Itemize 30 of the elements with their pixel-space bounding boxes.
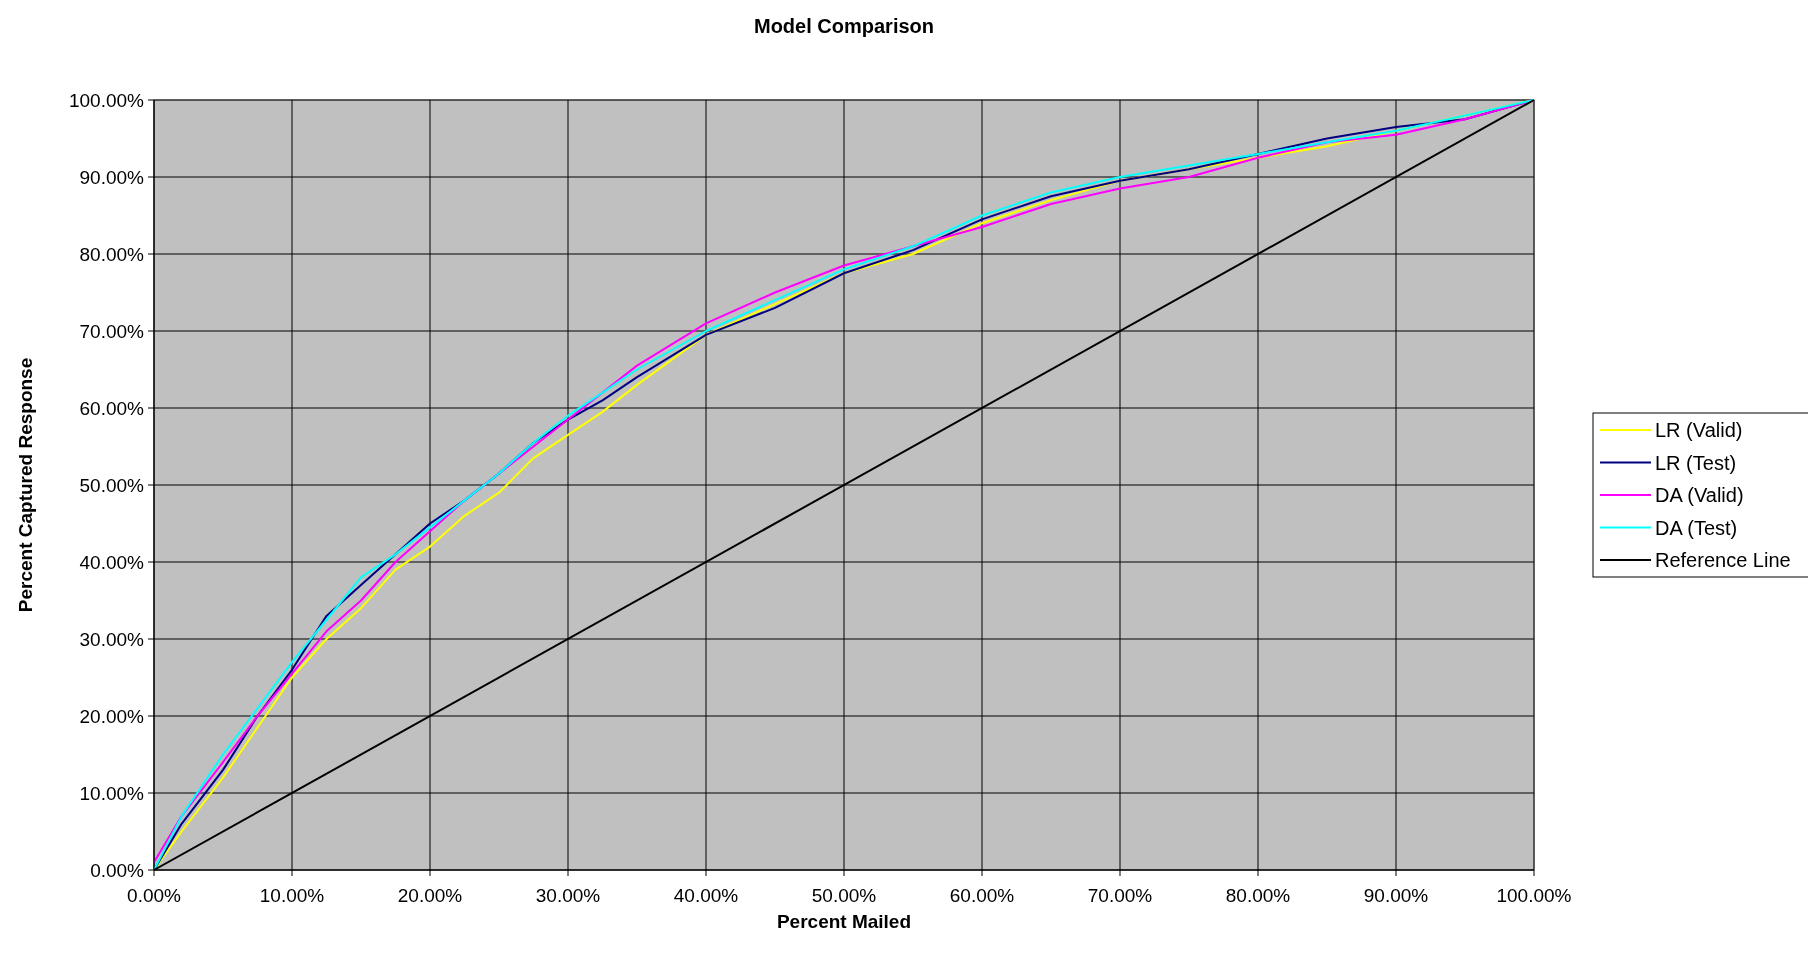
x-tick-label: 80.00% <box>1225 885 1291 906</box>
x-tick-label: 20.00% <box>397 885 463 906</box>
x-tick-label: 70.00% <box>1087 885 1153 906</box>
x-tick-label: 10.00% <box>259 885 325 906</box>
legend-label: LR (Test) <box>1655 451 1737 474</box>
x-tick-label: 40.00% <box>673 885 739 906</box>
y-tick-label: 30.00% <box>79 629 145 650</box>
y-tick-label: 90.00% <box>79 167 145 188</box>
x-axis-title: Percent Mailed <box>776 911 912 932</box>
x-tick-label: 30.00% <box>535 885 601 906</box>
legend-label: DA (Valid) <box>1655 484 1744 506</box>
y-tick-label: 50.00% <box>79 475 145 496</box>
y-axis-title: Percent Captured Response <box>15 357 36 613</box>
y-tick-label: 70.00% <box>79 321 145 342</box>
legend-label: DA (Test) <box>1655 516 1738 539</box>
x-tick-label: 90.00% <box>1363 885 1429 906</box>
x-tick-label: 0.00% <box>127 885 182 906</box>
y-tick-label: 80.00% <box>79 244 145 265</box>
chart-title: Model Comparison <box>753 15 935 37</box>
legend-label: LR (Valid) <box>1655 419 1743 441</box>
x-tick-label: 100.00% <box>1496 885 1572 906</box>
x-tick-label: 50.00% <box>811 885 877 906</box>
x-tick-label: 60.00% <box>949 885 1015 906</box>
y-tick-label: 60.00% <box>79 398 145 419</box>
y-tick-label: 10.00% <box>79 783 145 804</box>
y-tick-label: 20.00% <box>79 706 145 727</box>
legend-label: Reference Line <box>1655 549 1791 571</box>
y-tick-label: 100.00% <box>68 90 145 111</box>
y-tick-label: 0.00% <box>90 860 145 881</box>
y-tick-label: 40.00% <box>79 552 145 573</box>
